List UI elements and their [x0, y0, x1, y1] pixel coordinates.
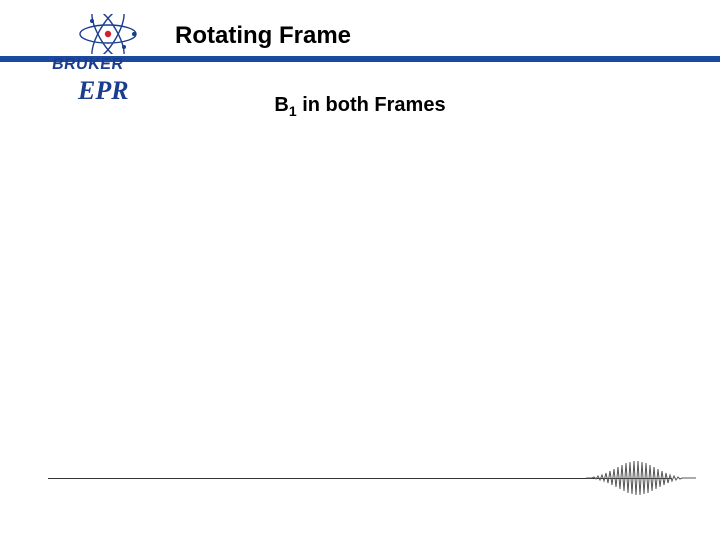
slide-title: Rotating Frame [175, 22, 351, 50]
footer-divider [48, 478, 672, 479]
subtitle-subscript: 1 [289, 103, 297, 119]
slide-subtitle: B1 in both Frames [0, 94, 720, 119]
brand-wordmark: BRUKER [51, 56, 125, 74]
subtitle-prefix: B [274, 94, 288, 116]
waveform-icon [586, 460, 696, 496]
atom-icon [76, 14, 140, 54]
subtitle-suffix: in both Frames [297, 94, 446, 116]
brand-logo: BRUKER EPR [48, 20, 168, 100]
